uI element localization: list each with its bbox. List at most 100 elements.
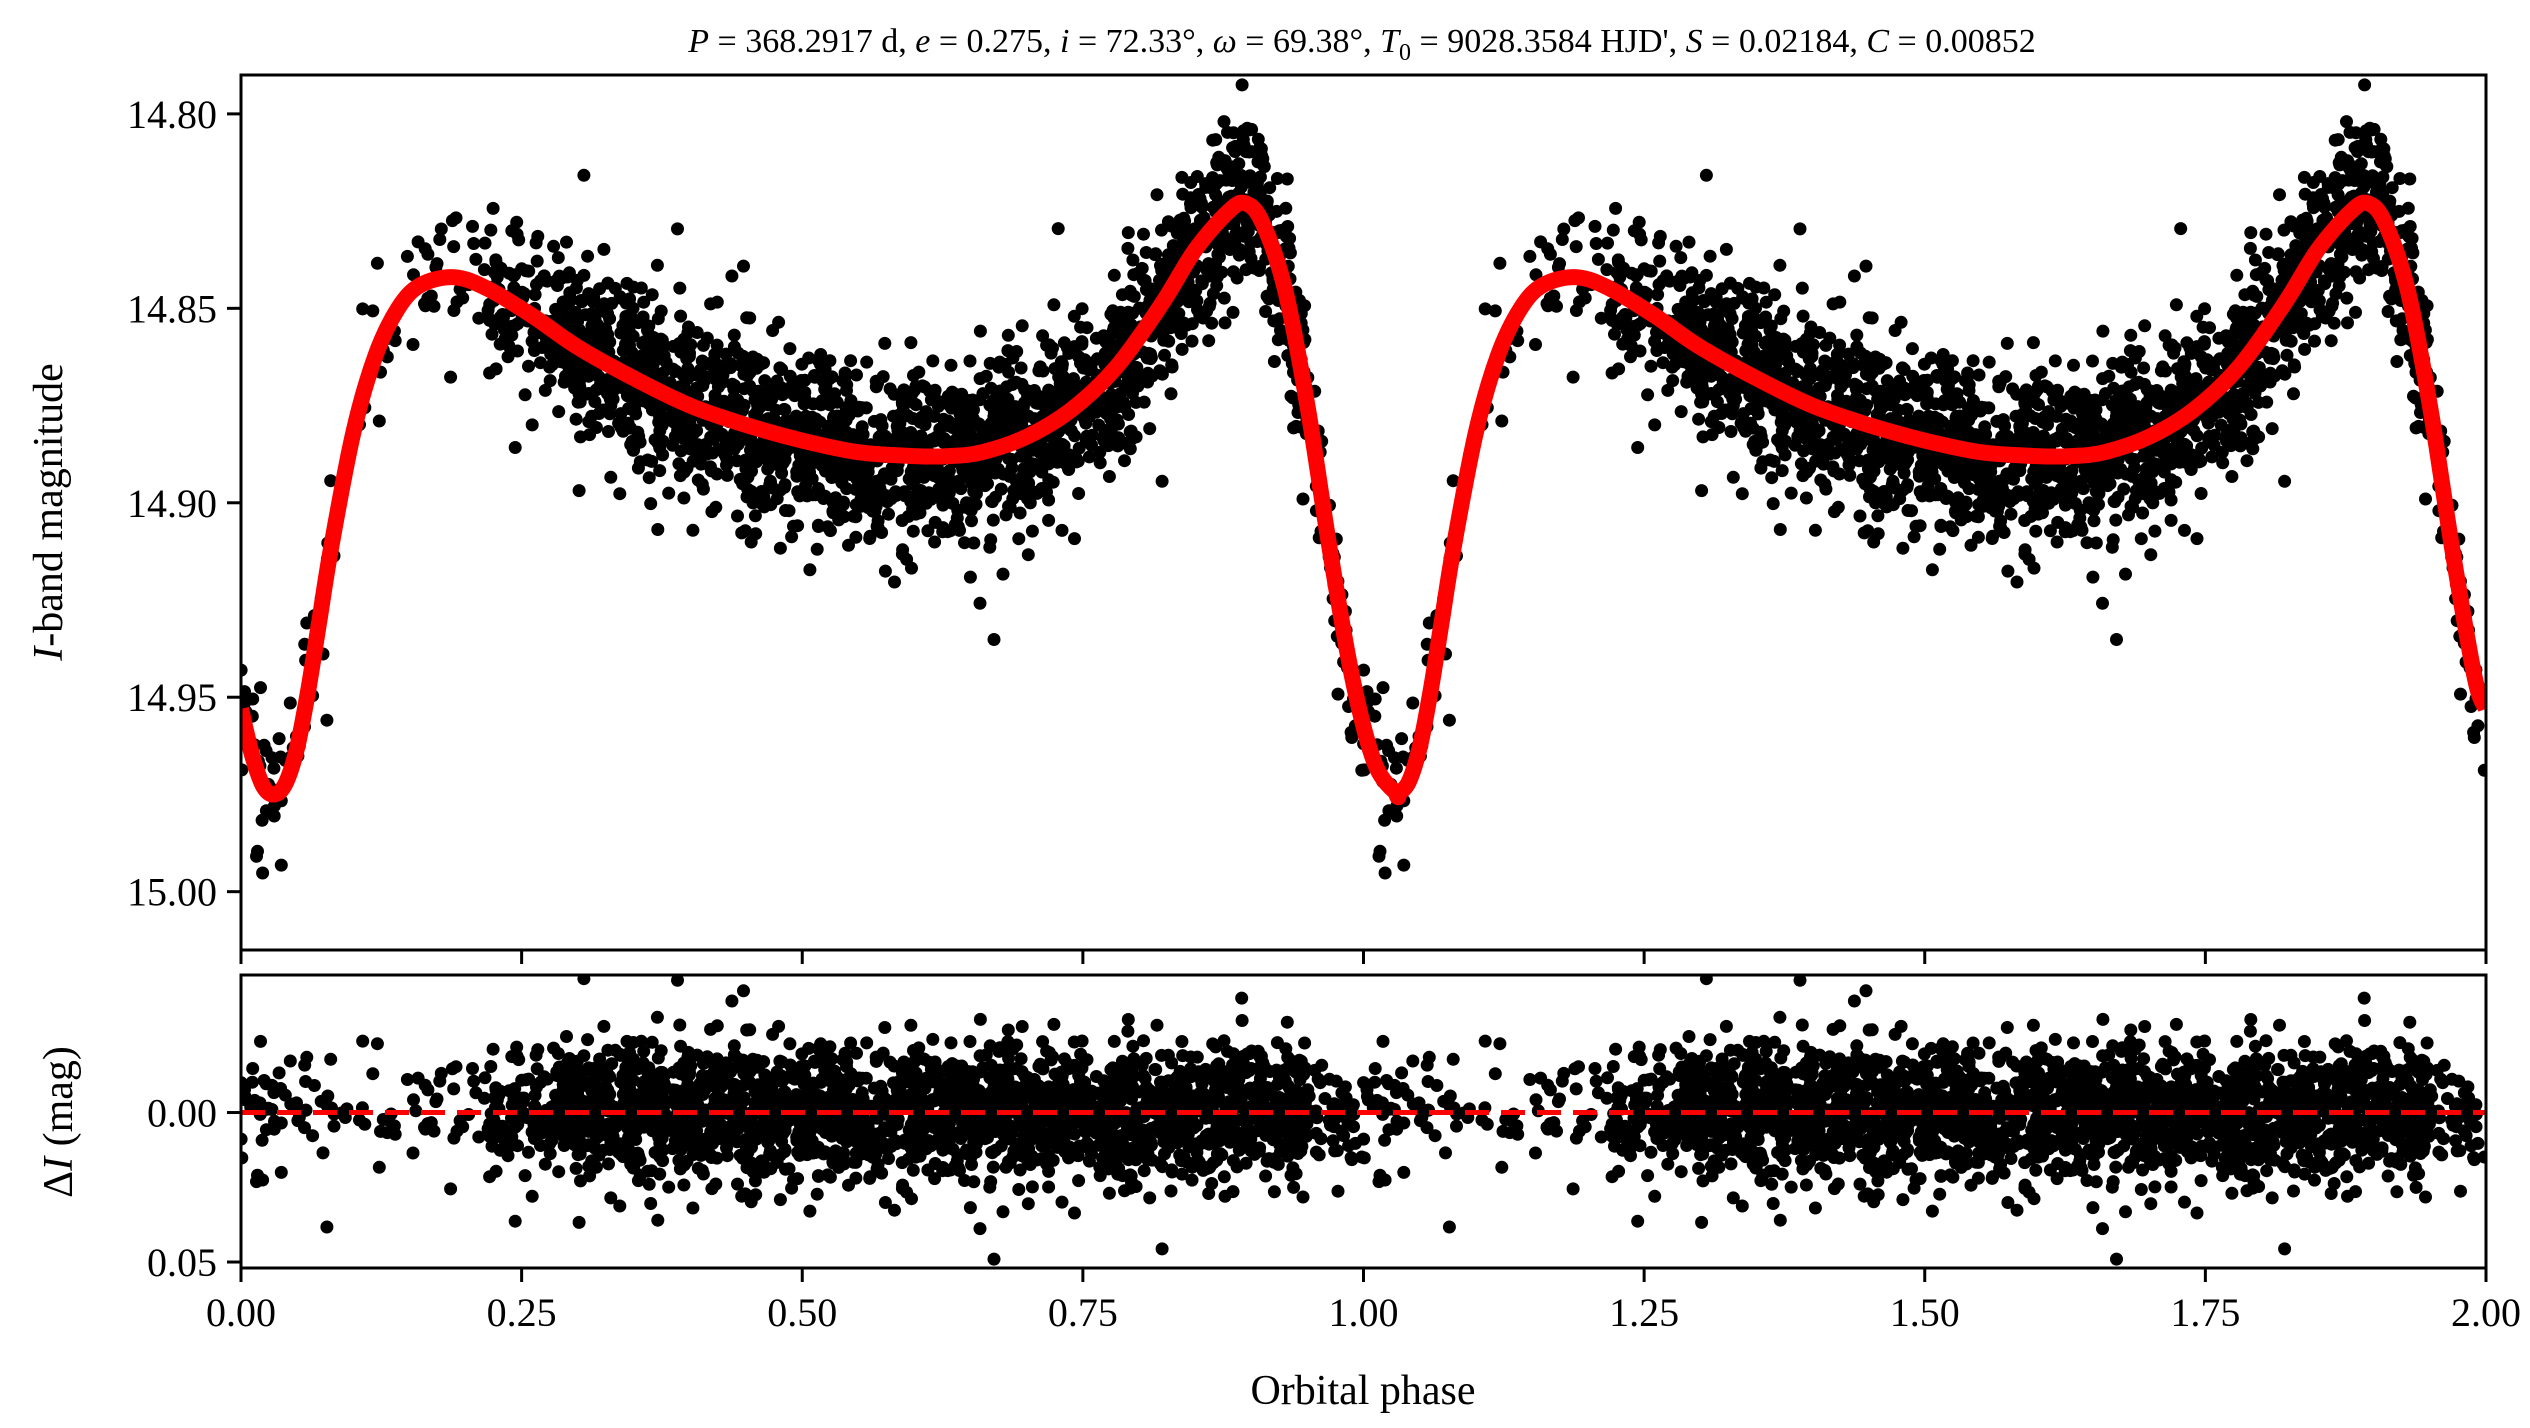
data-point <box>2405 241 2418 255</box>
data-point <box>1074 320 1088 334</box>
data-point <box>1842 347 1855 361</box>
data-point <box>274 858 288 872</box>
data-point <box>621 389 635 403</box>
data-point <box>719 347 733 361</box>
data-point <box>2315 305 2329 319</box>
data-point <box>2349 305 2362 319</box>
data-point <box>941 525 955 539</box>
data-point <box>1608 327 1621 341</box>
data-point <box>2136 506 2150 520</box>
data-point <box>2043 524 2057 538</box>
data-point <box>2331 133 2345 147</box>
data-point <box>2225 470 2239 483</box>
data-point <box>1097 434 1111 448</box>
data-point <box>791 412 805 425</box>
top-x-ticks <box>239 950 2488 964</box>
data-point <box>578 308 592 322</box>
data-point <box>814 398 828 412</box>
data-point <box>2001 564 2015 578</box>
data-point <box>802 351 816 365</box>
data-point <box>1523 249 1537 263</box>
data-point <box>2266 347 2280 361</box>
data-point <box>2275 273 2289 287</box>
data-point <box>1625 266 1639 280</box>
data-point <box>1907 530 1921 544</box>
data-point <box>686 454 700 468</box>
data-point <box>492 265 506 279</box>
data-point <box>2190 532 2204 546</box>
data-point <box>1212 150 1226 164</box>
data-point <box>1856 358 1870 372</box>
data-point <box>2080 536 2094 550</box>
data-point <box>372 414 386 428</box>
data-point <box>2340 115 2353 129</box>
data-point <box>1228 236 1242 250</box>
data-point <box>878 336 892 350</box>
data-point <box>917 470 931 484</box>
data-point <box>552 405 566 419</box>
data-point <box>1006 492 1020 506</box>
data-point <box>1773 523 1787 536</box>
data-point <box>2226 336 2239 350</box>
data-point <box>785 530 799 544</box>
data-point <box>1446 474 1460 488</box>
data-point <box>1949 506 1963 520</box>
data-point <box>992 360 1006 374</box>
data-point <box>1382 744 1396 758</box>
data-point <box>2262 246 2276 259</box>
data-point <box>1770 366 1784 380</box>
data-point <box>720 468 734 482</box>
data-point <box>573 380 587 394</box>
data-point <box>250 849 263 863</box>
data-point <box>1557 222 1571 236</box>
chart-title: P = 368.2917 d, e = 0.275, i = 72.33°, ω… <box>687 23 2035 66</box>
data-point <box>1158 348 1171 362</box>
data-point <box>1799 491 1813 505</box>
data-point <box>1724 425 1738 438</box>
data-point <box>874 429 888 443</box>
data-point <box>2169 298 2183 312</box>
data-point <box>1888 324 1902 337</box>
data-point <box>1964 538 1978 552</box>
data-point <box>1624 350 1637 364</box>
data-point <box>748 509 762 523</box>
data-point <box>760 445 774 459</box>
data-point <box>1937 398 1950 412</box>
data-point <box>2357 169 2371 182</box>
data-point <box>1749 443 1763 457</box>
data-point <box>2278 367 2292 381</box>
data-point <box>1913 519 1927 533</box>
data-point <box>2146 496 2160 510</box>
data-point <box>1177 316 1191 330</box>
data-point <box>324 474 338 488</box>
data-point <box>1950 387 1964 401</box>
data-point <box>2010 575 2024 589</box>
data-point <box>1205 316 1219 330</box>
data-point <box>826 506 840 520</box>
data-point <box>1941 379 1955 393</box>
data-point <box>681 362 695 375</box>
data-point <box>2151 391 2165 405</box>
data-point <box>1606 223 1620 237</box>
data-point <box>581 249 595 263</box>
title-p-value: 368.2917 d <box>745 23 898 60</box>
data-point <box>2029 524 2043 538</box>
data-point <box>1276 223 1289 237</box>
data-point <box>1861 524 1875 538</box>
data-point <box>1605 366 1619 380</box>
data-point <box>1202 266 1216 279</box>
data-point <box>1773 258 1787 272</box>
data-point <box>628 403 642 417</box>
data-point <box>836 417 850 431</box>
data-point <box>522 264 536 278</box>
data-point <box>1807 429 1821 442</box>
data-point <box>551 251 565 265</box>
data-point <box>1834 380 1848 394</box>
data-point <box>631 351 644 365</box>
data-point <box>696 482 710 496</box>
data-point <box>761 462 775 476</box>
residual-point <box>651 1213 665 1227</box>
data-point <box>444 370 458 384</box>
data-point <box>1042 513 1056 527</box>
